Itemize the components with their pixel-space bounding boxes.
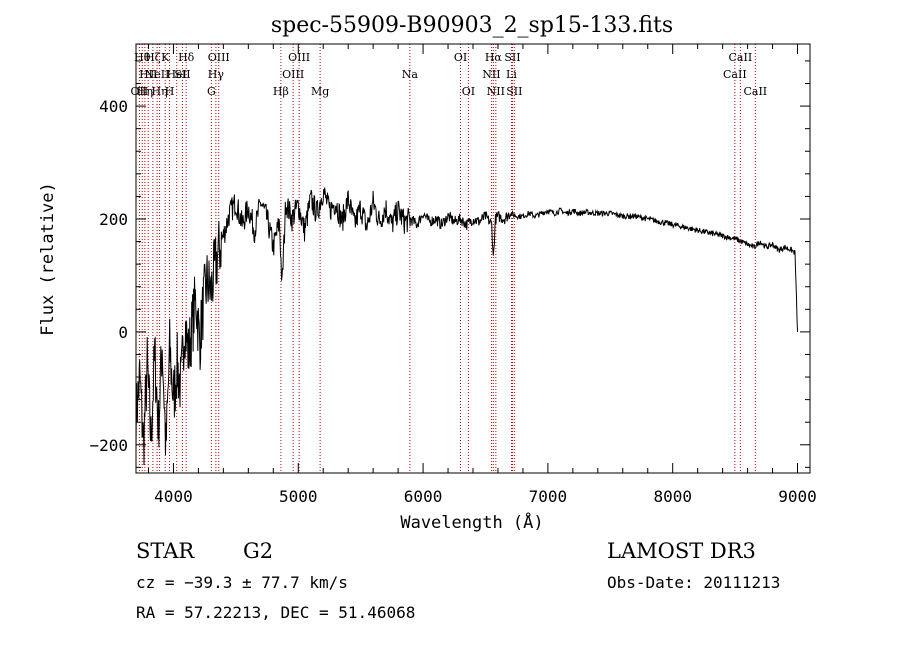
flux-series xyxy=(135,187,798,466)
y-axis-label: Flux (relative) xyxy=(38,182,58,336)
x-tick-label: 5000 xyxy=(279,487,318,506)
line-marker-label: SII xyxy=(504,51,520,64)
line-marker-label: OI xyxy=(462,85,475,98)
line-marker-label: SII xyxy=(174,68,190,81)
line-marker-label: OII xyxy=(131,85,149,98)
y-tick-label: 400 xyxy=(99,97,128,116)
coordinates-text: RA = 57.22213, DEC = 51.46068 xyxy=(136,603,416,622)
line-marker-label: OIII xyxy=(208,51,230,64)
line-marker-label: Hβ xyxy=(273,85,289,98)
x-tick-label: 9000 xyxy=(778,487,817,506)
survey-label: LAMOST DR3 xyxy=(607,539,756,563)
line-marker-label: H xyxy=(165,85,175,98)
line-marker-label: SII xyxy=(506,85,522,98)
obs-date-text: Obs-Date: 20111213 xyxy=(607,573,781,592)
line-marker-label: NII xyxy=(487,85,505,98)
line-marker-label: G xyxy=(207,85,216,98)
redshift-text: cz = −39.3 ± 77.7 km/s xyxy=(136,573,348,592)
flux-line xyxy=(135,187,798,466)
line-marker-label: CaII xyxy=(743,85,767,98)
emission-line-labels: OIIHθHηHIIHζNeIIHηKHHeISIIHδGHγOIIIHβOII… xyxy=(131,51,768,98)
line-marker-label: HeI xyxy=(166,68,186,81)
line-marker-label: NeII xyxy=(145,68,170,81)
x-axis: 4000 5000 6000 7000 8000 9000 xyxy=(147,44,817,506)
line-marker-label: CaII xyxy=(723,68,747,81)
emission-line-markers xyxy=(138,44,756,473)
class-label: STAR xyxy=(136,539,195,563)
line-marker-label: Hζ xyxy=(145,51,161,64)
line-marker-label: K xyxy=(161,51,170,64)
line-marker-label: OIII xyxy=(288,51,310,64)
x-tick-label: 4000 xyxy=(154,487,193,506)
line-marker-label: Hη xyxy=(151,85,167,98)
x-tick-label: 6000 xyxy=(404,487,443,506)
line-marker-label: HII xyxy=(139,68,157,81)
y-axis: −200 0 200 400 xyxy=(89,60,810,468)
line-marker-label: CaII xyxy=(729,51,753,64)
line-marker-label: OI xyxy=(454,51,467,64)
chart-title: spec-55909-B90903_2_sp15-133.fits xyxy=(271,13,673,38)
line-marker-label: Hα xyxy=(485,51,503,64)
line-marker-label: Na xyxy=(402,68,419,81)
y-tick-label: −200 xyxy=(89,436,128,455)
line-marker-label: Hγ xyxy=(208,68,225,81)
x-tick-label: 8000 xyxy=(653,487,692,506)
line-marker-label: Mg xyxy=(311,85,329,98)
x-tick-label: 7000 xyxy=(529,487,568,506)
line-marker-label: Hδ xyxy=(178,51,195,64)
line-marker-label: Hη xyxy=(137,85,153,98)
plot-frame xyxy=(135,43,811,474)
subclass-label: G2 xyxy=(243,539,274,563)
y-tick-label: 0 xyxy=(118,323,128,342)
line-marker-label: Li xyxy=(506,68,517,81)
line-marker-label: OIII xyxy=(282,68,304,81)
line-marker-label: NII xyxy=(482,68,500,81)
x-axis-label: Wavelength (Å) xyxy=(400,511,543,533)
y-tick-label: 200 xyxy=(99,210,128,229)
